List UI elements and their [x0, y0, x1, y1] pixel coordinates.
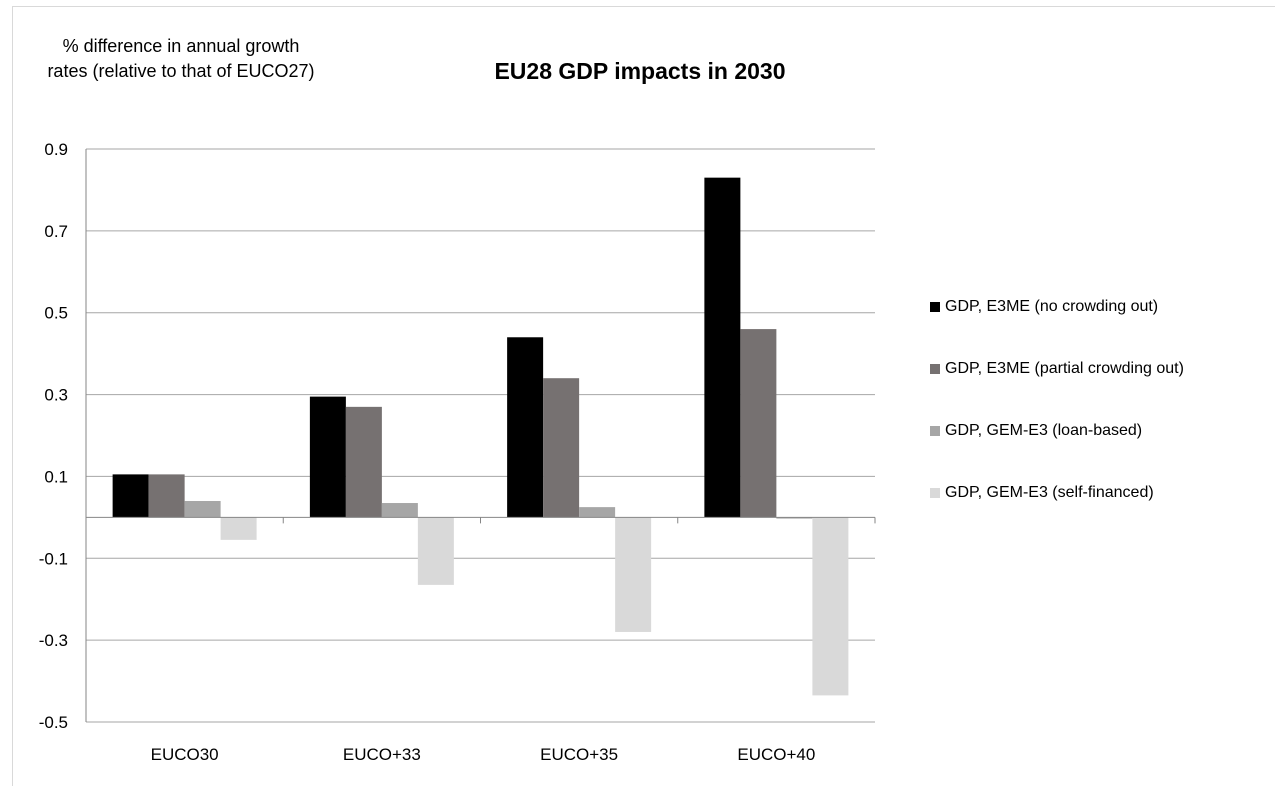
bar	[579, 507, 616, 518]
y-tick-labels: 0.9 0.7 0.5 0.3 0.1 -0.1 -0.3 -0.5	[39, 140, 68, 732]
y-tick-label: 0.5	[44, 304, 68, 323]
bar	[417, 517, 454, 585]
bar	[615, 517, 652, 632]
legend-label: GDP, E3ME (partial crowding out)	[945, 360, 1184, 377]
x-tick-label: EUCO30	[151, 745, 219, 764]
bar	[112, 474, 149, 518]
gridlines	[86, 148, 875, 723]
legend-item: GDP, GEM-E3 (self-financed)	[930, 482, 1154, 504]
bar	[381, 503, 418, 518]
bar	[740, 329, 777, 518]
y-tick-label: 0.1	[44, 467, 68, 486]
chart-title: EU28 GDP impacts in 2030	[494, 58, 786, 84]
bar	[184, 500, 221, 518]
legend-label: GDP, GEM-E3 (self-financed)	[945, 484, 1154, 501]
y-tick-label: 0.9	[44, 140, 68, 159]
y-tick-label: 0.7	[44, 222, 68, 241]
bar	[776, 517, 813, 519]
legend-item: GDP, GEM-E3 (loan-based)	[930, 420, 1142, 442]
legend-label: GDP, E3ME (no crowding out)	[945, 298, 1159, 315]
bar	[812, 517, 849, 696]
bar	[148, 474, 185, 518]
axes	[85, 149, 876, 722]
x-tick-labels: EUCO30 EUCO+33 EUCO+35 EUCO+40	[151, 745, 816, 764]
bar	[309, 396, 346, 518]
legend-swatch	[930, 302, 940, 312]
x-tick-label: EUCO+35	[540, 745, 618, 764]
bar	[220, 517, 257, 540]
y-tick-label: -0.3	[39, 631, 68, 650]
bar	[507, 337, 544, 518]
legend-swatch	[930, 426, 940, 436]
x-tick-label: EUCO+40	[737, 745, 815, 764]
bars	[112, 177, 849, 696]
x-tick-label: EUCO+33	[343, 745, 421, 764]
legend-label: GDP, GEM-E3 (loan-based)	[945, 422, 1143, 439]
bar	[543, 378, 580, 518]
y-tick-label: -0.5	[39, 713, 68, 732]
y-tick-label: 0.3	[44, 386, 68, 405]
legend-item: GDP, E3ME (no crowding out)	[930, 296, 1158, 318]
bar	[345, 406, 382, 518]
legend-swatch	[930, 364, 940, 374]
y-axis-title: % difference in annual growth rates (rel…	[47, 36, 315, 81]
legend-swatch	[930, 488, 940, 498]
y-tick-label: -0.1	[39, 549, 68, 568]
legend-item: GDP, E3ME (partial crowding out)	[930, 358, 1184, 380]
chart-frame	[12, 6, 1275, 786]
bar	[704, 177, 741, 518]
